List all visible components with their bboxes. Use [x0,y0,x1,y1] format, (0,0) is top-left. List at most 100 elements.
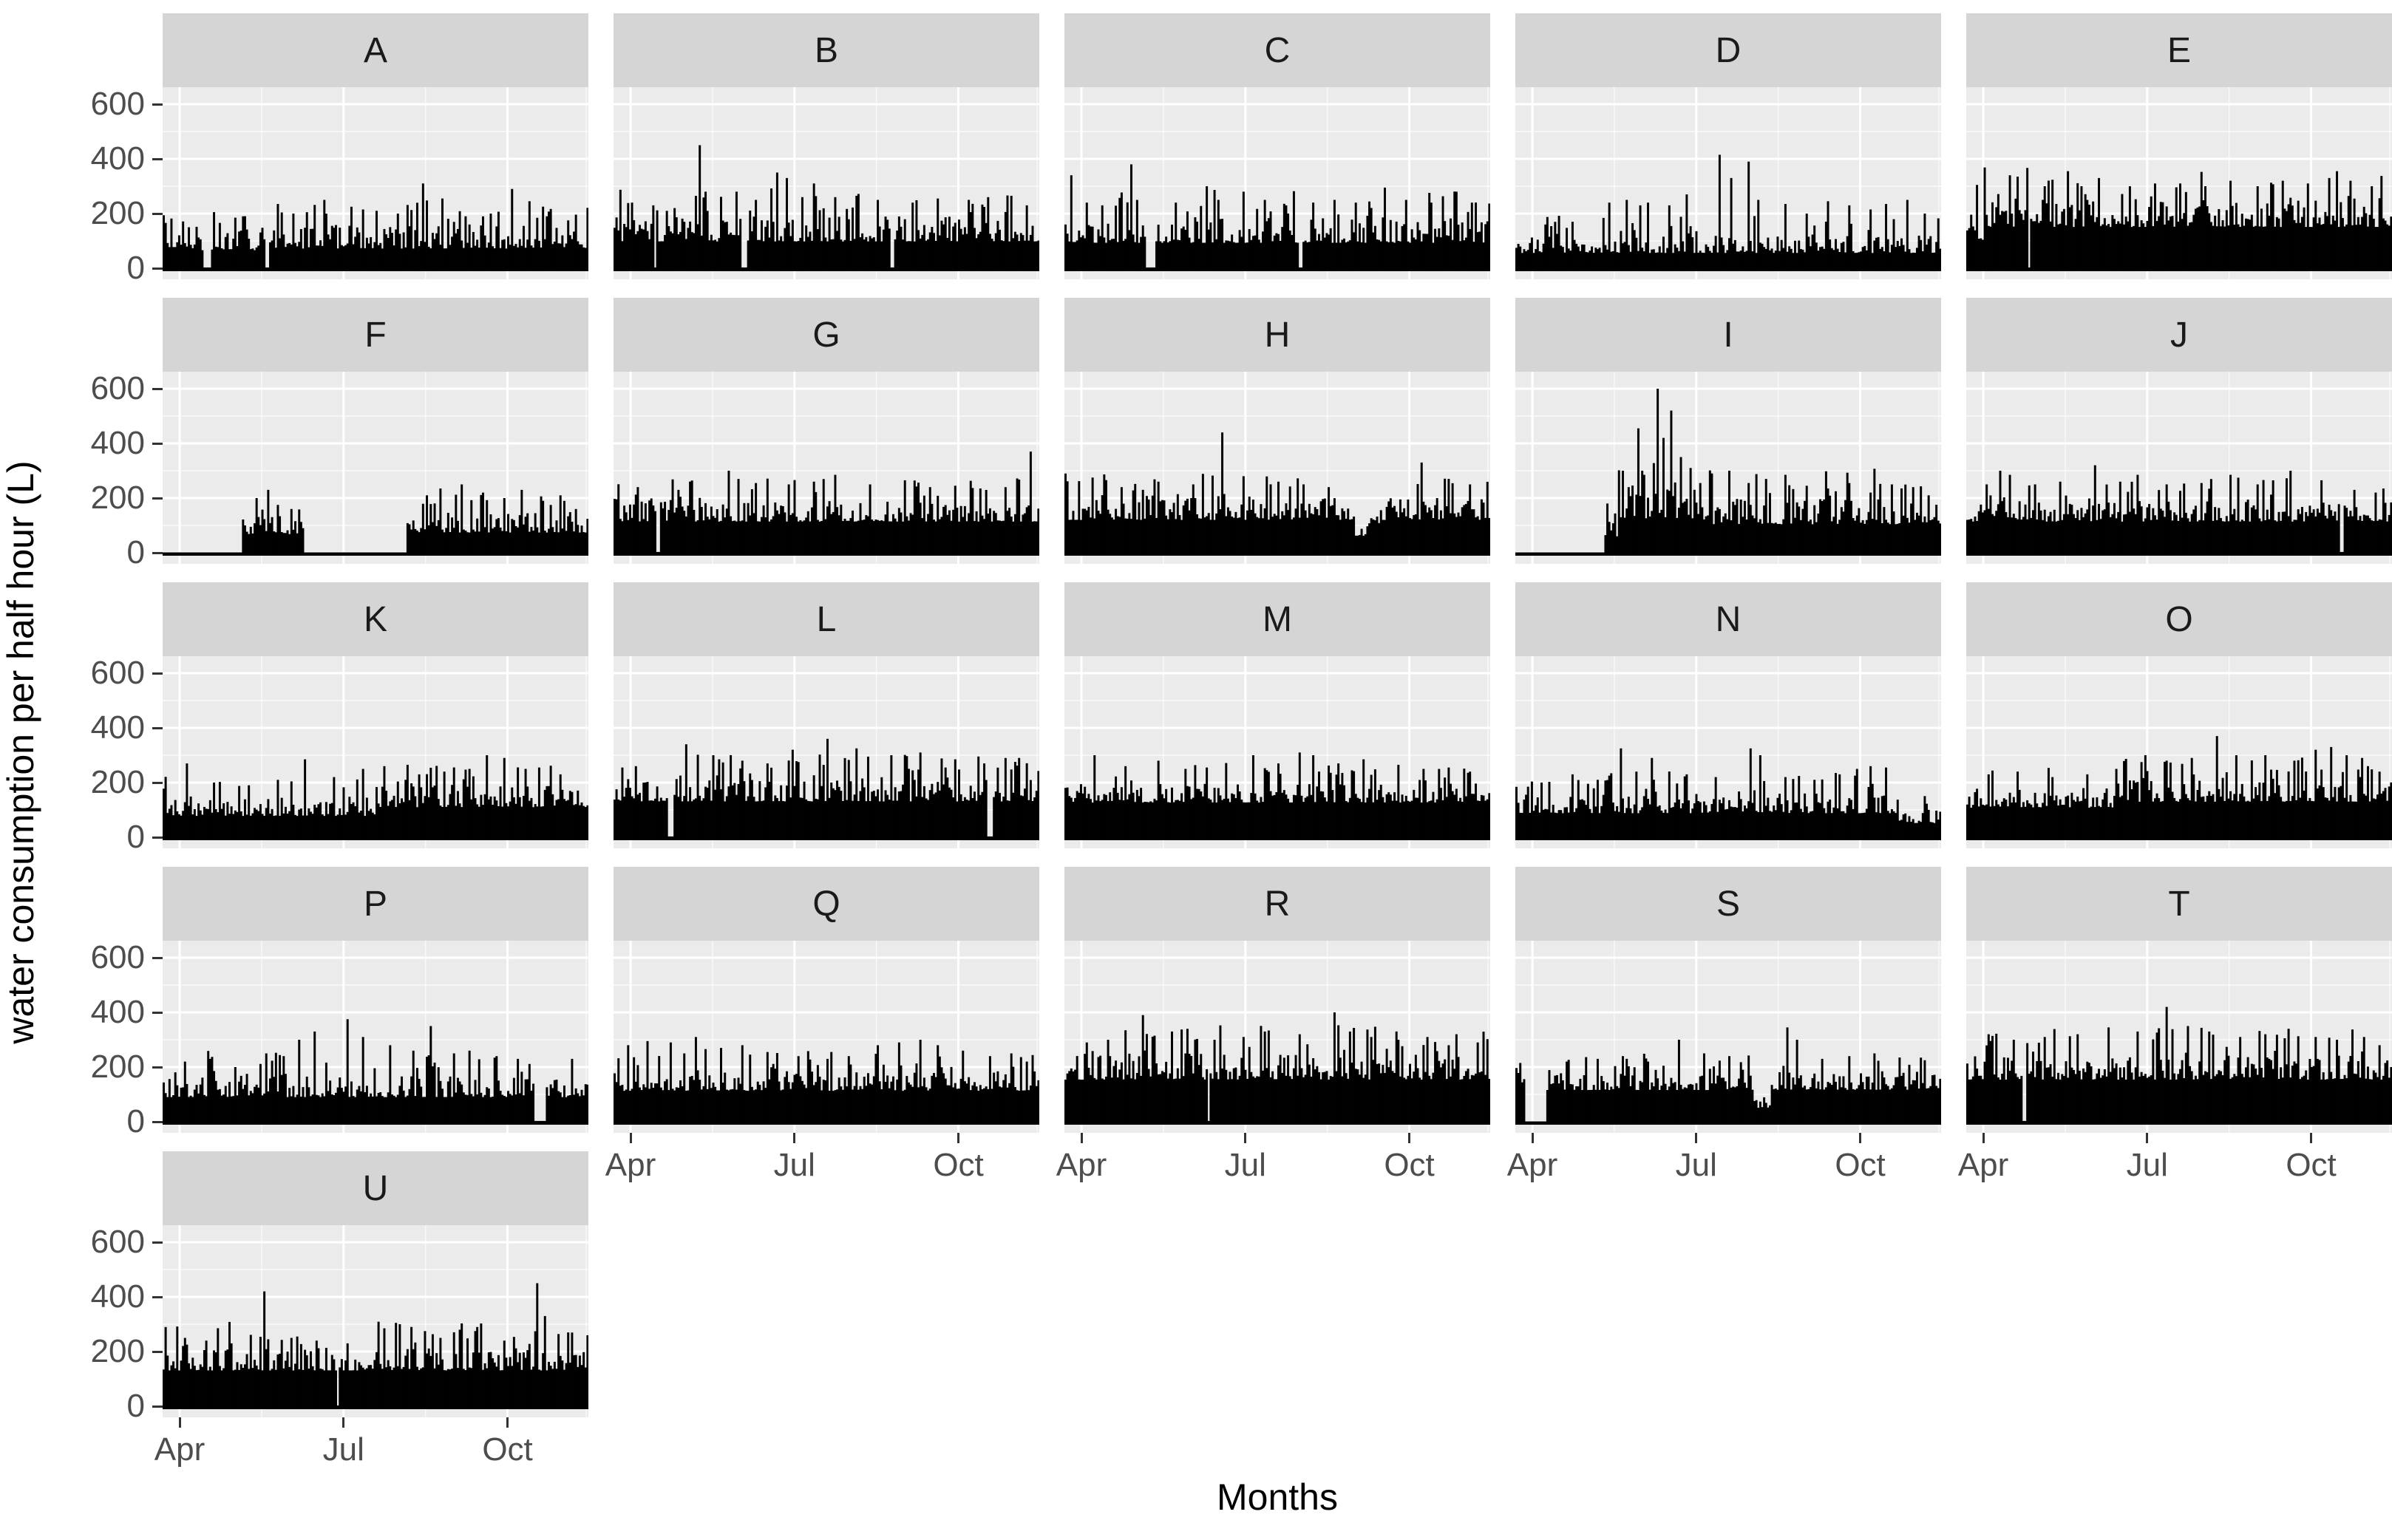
y-tick-mark [152,212,163,215]
facet-panel-B [614,87,1039,279]
x-tick-mark [342,1417,345,1428]
x-tick-label: Apr [154,1431,205,1468]
bars-T [1966,1006,2392,1124]
facet-strip-I: I [1515,298,1941,372]
baseline-I [1515,552,1941,556]
facet-strip-label-D: D [1715,30,1742,70]
facet-strip-E: E [1966,13,2392,87]
y-tick-label: 600 [90,86,145,122]
facet-strip-label-T: T [2168,884,2190,924]
x-tick-mark [1859,1133,1862,1143]
x-tick-label: Jul [1675,1147,1717,1183]
facet-strip-L: L [614,582,1039,656]
baseline-T [1966,1121,2392,1125]
y-tick-mark [152,157,163,160]
facet-panel-P [163,941,588,1133]
facet-strip-label-S: S [1716,884,1740,924]
facet-strip-S: S [1515,867,1941,941]
y-tick-mark [152,1295,163,1298]
baseline-C [1064,268,1490,271]
bars-O [1966,736,2392,839]
x-tick-label: Jul [322,1431,364,1468]
y-tick-label: 400 [90,709,145,746]
x-tick-mark [1531,1133,1534,1143]
x-tick-label: Oct [2286,1147,2337,1183]
bars-C [1064,164,1490,270]
x-tick-mark [178,1417,181,1428]
bars-P [163,1019,588,1124]
y-tick-label: 600 [90,655,145,691]
baseline-S [1515,1121,1941,1125]
x-tick-label: Apr [605,1147,656,1183]
x-tick-label: Oct [933,1147,984,1183]
x-tick-mark [957,1133,960,1143]
x-tick-label: Oct [1384,1147,1435,1183]
x-tick-mark [1982,1133,1985,1143]
x-axis-title: Months [1217,1476,1338,1518]
facet-strip-label-R: R [1264,884,1291,924]
facet-strip-F: F [163,298,588,372]
bars-J [1966,465,2392,555]
x-tick-label: Jul [773,1147,815,1183]
facet-strip-label-M: M [1263,599,1292,639]
x-tick-mark [629,1133,632,1143]
y-tick-mark [152,836,163,839]
y-tick-label: 0 [126,819,145,855]
facet-panel-U [163,1225,588,1417]
facet-strip-label-K: K [363,599,387,639]
facet-strip-A: A [163,13,588,87]
baseline-U [163,1406,588,1409]
y-tick-mark [152,1066,163,1069]
facet-strip-U: U [163,1151,588,1225]
bars-E [1966,167,2392,270]
bars-N [1515,748,1941,839]
y-tick-mark [152,551,163,554]
x-tick-label: Apr [1506,1147,1558,1183]
x-tick-label: Oct [482,1431,533,1468]
bars-A [163,183,588,270]
bars-K [163,755,588,839]
y-tick-mark [152,672,163,675]
baseline-D [1515,268,1941,271]
facet-strip-R: R [1064,867,1490,941]
x-tick-label: Apr [1957,1147,2009,1183]
baseline-F [163,552,588,556]
facet-panel-M [1064,656,1490,848]
facet-strip-label-B: B [814,30,838,70]
y-tick-mark [152,103,163,106]
facet-panel-F [163,372,588,564]
x-tick-mark [2146,1133,2149,1143]
facet-strip-label-P: P [363,884,387,924]
y-tick-label: 600 [90,939,145,975]
facet-strip-label-G: G [812,315,840,355]
bars-S [1515,1027,1941,1124]
baseline-P [163,1121,588,1125]
facet-strip-M: M [1064,582,1490,656]
y-tick-mark [152,267,163,270]
bars-H [1064,432,1490,555]
facet-panel-Q [614,941,1039,1133]
y-tick-mark [152,726,163,729]
facet-panel-N [1515,656,1941,848]
x-tick-mark [1244,1133,1247,1143]
facet-strip-Q: Q [614,867,1039,941]
baseline-L [614,837,1039,840]
facet-strip-H: H [1064,298,1490,372]
y-tick-label: 200 [90,480,145,516]
facet-strip-label-N: N [1715,599,1742,639]
baseline-J [1966,552,2392,556]
facet-panel-G [614,372,1039,564]
baseline-G [614,552,1039,556]
facet-strip-label-Q: Q [812,884,840,924]
y-tick-mark [152,1011,163,1014]
baseline-O [1966,837,2392,840]
y-tick-label: 0 [126,1388,145,1424]
facet-strip-label-A: A [363,30,387,70]
y-tick-label: 400 [90,994,145,1030]
y-tick-label: 400 [90,140,145,177]
baseline-Q [614,1121,1039,1125]
bars-B [614,145,1039,270]
baseline-A [163,268,588,271]
facet-panel-H [1064,372,1490,564]
